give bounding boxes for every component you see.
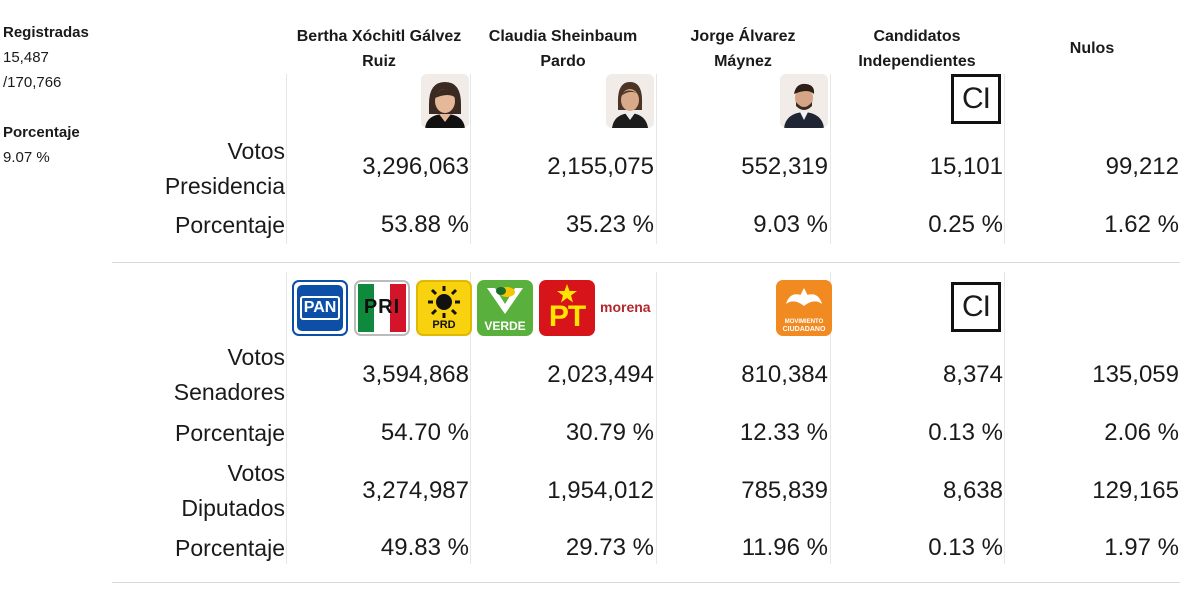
movimiento-ciudadano-logo: MOVIMIENTO CIUDADANO bbox=[776, 280, 832, 336]
presidencia-pct-sheinbaum: 35.23 % bbox=[565, 211, 654, 238]
column-divider bbox=[286, 74, 287, 244]
column-header-line: Ruiz bbox=[362, 53, 396, 70]
column-divider bbox=[1004, 74, 1005, 244]
column-header-line: Candidatos bbox=[873, 28, 961, 45]
column-divider bbox=[1004, 272, 1005, 564]
presidencia-votos-galvez: 3,296,063 bbox=[362, 153, 469, 180]
column-divider bbox=[830, 74, 831, 244]
column-divider bbox=[470, 272, 471, 564]
senadores-votos-nulos: 135,059 bbox=[1092, 361, 1179, 388]
column-divider bbox=[656, 74, 657, 244]
porcentaje-diputados-label: Porcentaje bbox=[175, 535, 285, 561]
porcentaje-senadores-label: Porcentaje bbox=[175, 420, 285, 446]
section-divider bbox=[112, 262, 1180, 263]
row-label-line: Presidencia bbox=[164, 173, 285, 199]
presidencia-votos-sheinbaum: 2,155,075 bbox=[547, 153, 654, 180]
registradas-total: /170,766 bbox=[3, 74, 62, 91]
column-header-line: Máynez bbox=[714, 53, 772, 70]
votos-senadores-label: Votos Senadores bbox=[174, 340, 285, 410]
senadores-votos-galvez: 3,594,868 bbox=[362, 361, 469, 388]
row-label-line: Votos bbox=[227, 344, 285, 370]
galvez-photo bbox=[421, 74, 469, 128]
diputados-votos-sheinbaum: 1,954,012 bbox=[547, 477, 654, 504]
column-header-line: Claudia Sheinbaum bbox=[488, 28, 638, 45]
pri-logo: PRI bbox=[354, 280, 410, 336]
verde-logo: VERDE bbox=[477, 280, 533, 336]
column-header-line: Bertha Xóchitl Gálvez bbox=[296, 28, 462, 45]
column-header-line: Independientes bbox=[858, 53, 976, 70]
row-label-line: Votos bbox=[227, 460, 285, 486]
prd-logo: PRD bbox=[416, 280, 472, 336]
sidebar-porcentaje-value: 9.07 % bbox=[3, 149, 50, 166]
senadores-pct-alvarez: 12.33 % bbox=[739, 419, 828, 446]
column-header-alvarez: Jorge Álvarez Máynez bbox=[656, 24, 830, 74]
registradas-label: Registradas bbox=[3, 24, 89, 41]
pan-logo: PAN bbox=[292, 280, 348, 336]
verde-logo-text: VERDE bbox=[484, 319, 526, 333]
section-divider bbox=[112, 582, 1180, 583]
votos-diputados-label: Votos Diputados bbox=[181, 456, 285, 526]
sidebar-porcentaje-label: Porcentaje bbox=[3, 124, 80, 141]
presidencia-pct-galvez: 53.88 % bbox=[380, 211, 469, 238]
diputados-votos-independientes: 8,638 bbox=[942, 477, 1003, 504]
ci-logo-text: CI bbox=[962, 82, 991, 115]
column-header-independientes: Candidatos Independientes bbox=[830, 24, 1004, 74]
column-header-sheinbaum: Claudia Sheinbaum Pardo bbox=[470, 24, 656, 74]
diputados-votos-galvez: 3,274,987 bbox=[362, 477, 469, 504]
senadores-pct-independientes: 0.13 % bbox=[928, 419, 1003, 446]
column-header-galvez: Bertha Xóchitl Gálvez Ruiz bbox=[286, 24, 472, 74]
column-divider bbox=[286, 272, 287, 564]
ci-logo-text: CI bbox=[962, 290, 991, 323]
diputados-pct-alvarez: 11.96 % bbox=[741, 534, 828, 561]
sheinbaum-photo bbox=[606, 74, 654, 128]
presidencia-pct-independientes: 0.25 % bbox=[928, 211, 1003, 238]
senadores-pct-nulos: 2.06 % bbox=[1104, 419, 1179, 446]
morena-logo: morena bbox=[600, 299, 651, 315]
pt-logo-text: PT bbox=[548, 300, 586, 333]
diputados-votos-nulos: 129,165 bbox=[1092, 477, 1179, 504]
column-header-line: Nulos bbox=[1069, 40, 1115, 57]
row-label-line: Diputados bbox=[181, 495, 285, 521]
senadores-votos-independientes: 8,374 bbox=[942, 361, 1003, 388]
diputados-votos-alvarez: 785,839 bbox=[741, 477, 828, 504]
column-divider bbox=[656, 272, 657, 564]
presidencia-votos-alvarez: 552,319 bbox=[741, 153, 828, 180]
votos-presidencia-label: Votos Presidencia bbox=[165, 134, 285, 204]
presidencia-votos-independientes: 15,101 bbox=[929, 153, 1003, 180]
independientes-logo: CI bbox=[951, 282, 1001, 332]
independientes-logo: CI bbox=[951, 74, 1001, 124]
porcentaje-presidencia-label: Porcentaje bbox=[175, 212, 285, 238]
senadores-pct-galvez: 54.70 % bbox=[380, 419, 469, 446]
mc-logo-line: MOVIMIENTO bbox=[784, 319, 824, 325]
senadores-votos-sheinbaum: 2,023,494 bbox=[547, 361, 654, 388]
column-header-line: Pardo bbox=[540, 53, 586, 70]
prd-logo-text: PRD bbox=[432, 319, 456, 331]
presidencia-pct-nulos: 1.62 % bbox=[1104, 211, 1179, 238]
alvarez-photo bbox=[780, 74, 828, 128]
diputados-pct-nulos: 1.97 % bbox=[1104, 534, 1179, 561]
column-header-nulos: Nulos bbox=[1004, 36, 1180, 61]
diputados-pct-galvez: 49.83 % bbox=[380, 534, 469, 561]
diputados-pct-sheinbaum: 29.73 % bbox=[565, 534, 654, 561]
presidencia-votos-nulos: 99,212 bbox=[1105, 153, 1179, 180]
mc-logo-line: CIUDADANO bbox=[782, 326, 826, 333]
pan-logo-text: PAN bbox=[299, 296, 341, 320]
senadores-pct-sheinbaum: 30.79 % bbox=[565, 419, 654, 446]
registradas-count: 15,487 bbox=[3, 49, 49, 66]
row-label-line: Votos bbox=[227, 138, 285, 164]
presidencia-pct-alvarez: 9.03 % bbox=[753, 211, 828, 238]
pt-logo: PT bbox=[539, 280, 595, 336]
senadores-votos-alvarez: 810,384 bbox=[741, 361, 828, 388]
column-header-line: Jorge Álvarez bbox=[690, 28, 796, 45]
diputados-pct-independientes: 0.13 % bbox=[928, 534, 1003, 561]
row-label-line: Senadores bbox=[173, 379, 285, 405]
pri-logo-text: PRI bbox=[363, 296, 401, 318]
column-divider bbox=[830, 272, 831, 564]
column-divider bbox=[470, 74, 471, 244]
